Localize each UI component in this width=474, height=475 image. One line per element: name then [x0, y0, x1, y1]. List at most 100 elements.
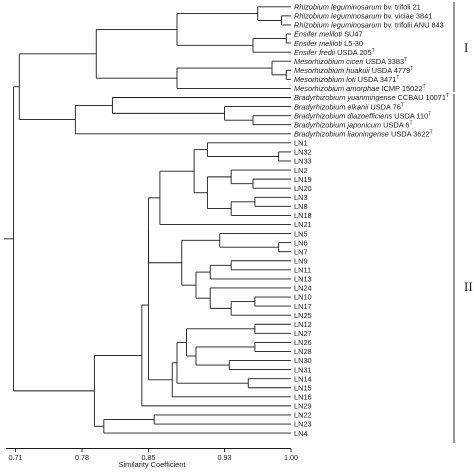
leaf-species: leguminosarum	[331, 21, 382, 30]
axis-tick-label: 0.71	[9, 453, 23, 462]
leaf-label: Mesorhizobium huakuii USDA 4779T	[294, 66, 413, 75]
leaf-genus: Rhizobium	[294, 12, 331, 21]
leaf-label: LN24	[294, 284, 312, 293]
leaf-label: LN28	[294, 347, 312, 356]
leaf-label: LN23	[294, 420, 312, 429]
leaf-strain: LN15	[294, 383, 312, 392]
leaf-type-strain-mark: T	[410, 66, 413, 72]
leaf-type-strain-mark: T	[428, 111, 431, 117]
leaf-label: LN27	[294, 329, 312, 338]
leaf-strain: USDA 110	[392, 111, 428, 120]
leaf-species: leguminosarum	[331, 3, 382, 12]
leaf-strain: LN1	[294, 139, 308, 148]
leaf-label: LN3	[294, 193, 308, 202]
leaf-label: LN1	[294, 139, 308, 148]
leaf-strain: LN3	[294, 193, 308, 202]
leaf-genus: Mesorhizobium	[294, 75, 346, 84]
leaf-type-strain-mark: T	[396, 75, 399, 81]
group-brackets: I II	[453, 2, 473, 443]
leaf-label: LN8	[294, 202, 308, 211]
axis-tick-label: 1.00	[284, 453, 298, 462]
leaf-type-strain-mark: T	[422, 84, 425, 90]
leaf-species: leguminosarum	[331, 12, 382, 21]
leaf-label: LN5	[294, 229, 308, 238]
leaf-label: Mesorhizobium amorphae ICMP 15022T	[294, 84, 426, 93]
leaf-genus: Bradyrhizobium	[294, 93, 347, 102]
leaf-strain: LN24	[294, 284, 312, 293]
leaf-strain: LN14	[294, 374, 312, 383]
leaf-species: meliloti	[319, 39, 342, 48]
leaf-strain: LN19	[294, 175, 312, 184]
leaf-strain: LN12	[294, 320, 312, 329]
leaf-label: Bradyrhizobium yuanmingense CCBAU 10071T	[294, 93, 449, 102]
leaf-strain: LN6	[294, 238, 308, 247]
leaf-strain: LN4	[294, 429, 308, 438]
leaf-strain: LN11	[294, 266, 311, 275]
leaf-genus: Rhizobium	[294, 3, 331, 12]
leaf-label: LN25	[294, 311, 312, 320]
leaf-strain: LN13	[294, 275, 312, 284]
axis-ticks: 0.71 0.78 0.85 0.93 1.00	[9, 448, 298, 462]
group-i-label: I	[464, 40, 468, 55]
leaf-type-strain-mark: T	[401, 102, 404, 108]
leaf-label: LN30	[294, 356, 312, 365]
leaf-strain: bv. trifoli 21	[382, 3, 421, 12]
leaf-strain: LN5	[294, 229, 308, 238]
leaf-strain: CCBAU 10071	[395, 93, 446, 102]
leaf-strain: LN26	[294, 338, 312, 347]
leaf-label: LN12	[294, 320, 312, 329]
leaf-type-strain-mark: T	[446, 93, 449, 99]
leaf-strain: LN9	[294, 256, 308, 265]
leaf-label: Rhizobium leguminosarum bv. viciae 3841	[294, 12, 432, 21]
leaf-label: LN16	[294, 393, 312, 402]
leaf-type-strain-mark: T	[372, 48, 375, 54]
leaf-species: liaoningense	[347, 129, 389, 138]
leaf-genus: Bradyrhizobium	[294, 129, 347, 138]
leaf-strain: LN22	[294, 411, 312, 420]
leaf-strain: USDA 76	[368, 102, 400, 111]
leaf-strain: USDA 3622	[389, 129, 430, 138]
leaf-label: LN2	[294, 166, 308, 175]
leaf-strain: LN21	[294, 220, 312, 229]
leaf-strain: LN28	[294, 347, 312, 356]
group-ii-label: II	[464, 279, 473, 294]
leaf-strain: LN32	[294, 148, 312, 157]
leaf-genus: Ensifer	[294, 39, 319, 48]
leaf-species: elkanii	[347, 102, 368, 111]
leaf-genus: Ensifer	[294, 30, 319, 39]
leaf-label: Mesorhizobium loti USDA 3471T	[294, 75, 399, 84]
leaf-label: LN19	[294, 175, 312, 184]
leaf-label: Rhizobium leguminosarum bv. trifolii ANU…	[294, 21, 444, 30]
leaf-strain: LN20	[294, 184, 312, 193]
leaf-strain: LN29	[294, 402, 312, 411]
leaf-species: amorphae	[346, 84, 379, 93]
leaf-label: LN7	[294, 247, 308, 256]
leaf-label: Bradyrhizobium elkanii USDA 76T	[294, 102, 404, 111]
leaf-strain: LN2	[294, 166, 308, 175]
leaf-strain: LN17	[294, 302, 312, 311]
leaf-strain: LN27	[294, 329, 312, 338]
leaf-strain: bv. viciae 3841	[382, 12, 433, 21]
leaf-strain: LN10	[294, 293, 312, 302]
leaf-label: Ensifer meliloti L5-30	[294, 39, 363, 48]
leaf-genus: Mesorhizobium	[294, 66, 346, 75]
leaf-genus: Bradyrhizobium	[294, 120, 347, 129]
leaf-label: Bradyrhizobium diazoefficiens USDA 110T	[294, 111, 431, 120]
leaf-label: Rhizobium leguminosarum bv. trifoli 21	[294, 3, 421, 12]
leaf-type-strain-mark: T	[430, 129, 433, 135]
leaf-label: LN21	[294, 220, 312, 229]
leaf-label: LN26	[294, 338, 312, 347]
leaf-label: LN22	[294, 411, 312, 420]
leaf-genus: Bradyrhizobium	[294, 102, 347, 111]
leaf-label: LN18	[294, 211, 312, 220]
leaf-strain: USDA 6	[381, 120, 409, 129]
leaf-label: LN4	[294, 429, 308, 438]
leaf-label: LN11	[294, 266, 311, 275]
leaf-strain: LN7	[294, 247, 308, 256]
leaf-label: LN33	[294, 157, 312, 166]
leaf-genus: Ensifer	[294, 48, 319, 57]
leaf-species: huakuii	[346, 66, 370, 75]
leaf-label: LN32	[294, 148, 312, 157]
